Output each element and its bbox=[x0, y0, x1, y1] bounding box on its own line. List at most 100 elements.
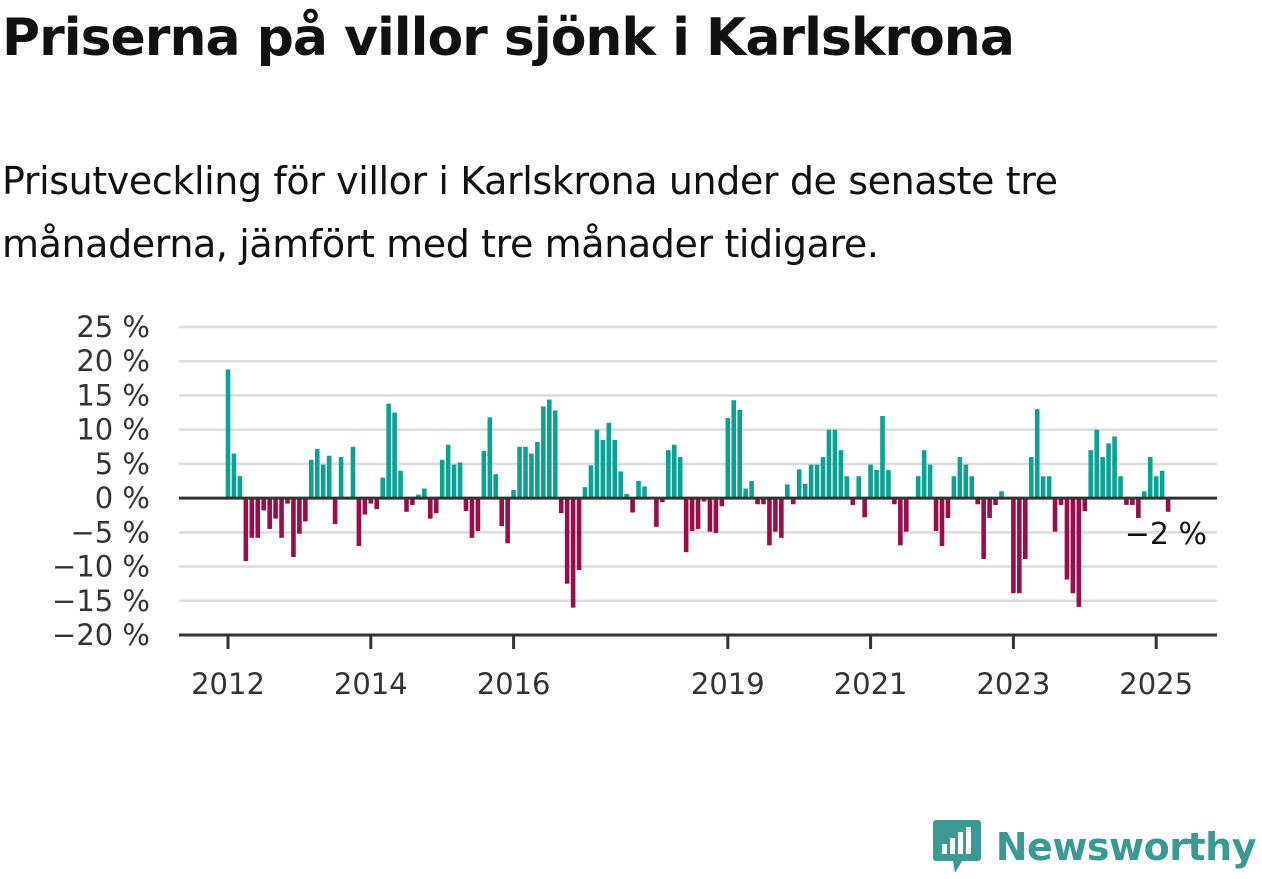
bar bbox=[231, 453, 237, 499]
bar bbox=[683, 498, 689, 553]
x-axis-tick-labels: 2012 2014 2016 2019 2021 2023 2025 bbox=[191, 635, 1193, 701]
bar bbox=[743, 488, 748, 499]
x-tick-label: 2019 bbox=[691, 667, 765, 701]
bar bbox=[630, 498, 635, 513]
bar bbox=[410, 498, 415, 505]
bar bbox=[552, 410, 558, 499]
bar bbox=[1088, 450, 1094, 499]
bar bbox=[1147, 457, 1153, 499]
bar bbox=[874, 470, 879, 499]
bar bbox=[1118, 476, 1123, 499]
y-axis-tick-labels: 25 %20 %15 %10 %5 %0 %−5 %−10 %−15 %−20 … bbox=[52, 310, 150, 652]
y-tick-label: 15 % bbox=[76, 378, 150, 412]
x-tick-label: 2023 bbox=[976, 667, 1050, 701]
bar bbox=[1106, 443, 1111, 499]
bar bbox=[790, 498, 796, 505]
bar bbox=[868, 464, 873, 499]
bar bbox=[314, 448, 320, 499]
bar bbox=[1064, 498, 1070, 580]
bar bbox=[695, 498, 701, 529]
brand-name: Newsworthy bbox=[995, 825, 1257, 869]
bar bbox=[785, 484, 790, 499]
y-tick-label: 5 % bbox=[95, 447, 150, 481]
bar bbox=[701, 498, 707, 502]
bar bbox=[719, 498, 725, 507]
bar bbox=[541, 406, 546, 499]
bar-chart: 25 %20 %15 %10 %5 %0 %−5 %−10 %−15 %−20 … bbox=[52, 310, 1217, 701]
bar bbox=[433, 498, 439, 514]
bar bbox=[404, 498, 409, 512]
bar bbox=[969, 476, 975, 499]
bar bbox=[320, 464, 326, 499]
bar bbox=[1011, 498, 1016, 594]
bar bbox=[666, 450, 671, 499]
bar bbox=[529, 453, 534, 499]
bar bbox=[939, 498, 945, 547]
bar bbox=[303, 498, 308, 522]
bar bbox=[267, 498, 272, 529]
bar bbox=[392, 412, 397, 499]
bar bbox=[1058, 498, 1064, 505]
bar bbox=[600, 439, 606, 499]
bar bbox=[993, 498, 998, 505]
bar bbox=[338, 457, 344, 499]
bar bbox=[285, 498, 290, 504]
bar bbox=[297, 498, 302, 534]
bar bbox=[820, 457, 826, 499]
bar bbox=[273, 498, 278, 519]
bar bbox=[356, 498, 362, 547]
bar bbox=[439, 459, 445, 499]
bar bbox=[362, 498, 368, 515]
bar bbox=[1153, 476, 1159, 499]
bar bbox=[725, 418, 731, 499]
bar bbox=[505, 498, 510, 544]
bar bbox=[618, 471, 623, 499]
bars bbox=[225, 369, 1171, 608]
bar bbox=[225, 369, 231, 499]
bar bbox=[386, 403, 391, 499]
bar bbox=[856, 476, 861, 499]
y-tick-label: −5 % bbox=[70, 515, 150, 549]
bar bbox=[350, 446, 356, 499]
bar bbox=[779, 498, 784, 538]
bar bbox=[606, 422, 612, 499]
bar bbox=[332, 498, 338, 525]
x-tick-label: 2014 bbox=[334, 667, 408, 701]
bar bbox=[850, 498, 856, 505]
bar bbox=[570, 498, 576, 608]
bar bbox=[487, 417, 493, 499]
bar bbox=[558, 498, 564, 514]
bar bbox=[416, 494, 421, 499]
y-tick-label: 0 % bbox=[95, 481, 150, 515]
x-tick-label: 2021 bbox=[834, 667, 908, 701]
bar bbox=[963, 464, 969, 499]
value-labels: −2 % bbox=[1125, 517, 1207, 552]
bar bbox=[838, 450, 844, 499]
bar bbox=[671, 444, 677, 499]
bar bbox=[463, 498, 469, 512]
bar bbox=[737, 409, 742, 499]
bar bbox=[773, 498, 778, 532]
bar bbox=[1159, 470, 1165, 499]
bar bbox=[1040, 476, 1046, 499]
bar bbox=[1112, 436, 1117, 499]
bar bbox=[957, 457, 963, 499]
bar bbox=[749, 481, 754, 499]
bar bbox=[255, 498, 261, 538]
bar bbox=[576, 498, 582, 570]
bar bbox=[1082, 498, 1088, 512]
chart-title: Priserna på villor sjönk i Karlskrona bbox=[2, 8, 1015, 68]
bar bbox=[814, 464, 820, 499]
bar bbox=[1046, 476, 1052, 499]
bar bbox=[368, 498, 374, 504]
bar bbox=[1094, 429, 1099, 499]
bar bbox=[1100, 457, 1105, 499]
newsworthy-brand: Newsworthy bbox=[932, 818, 1257, 876]
y-tick-label: 20 % bbox=[76, 344, 150, 378]
bar bbox=[927, 464, 933, 499]
bar bbox=[892, 498, 897, 505]
bar bbox=[380, 477, 385, 499]
bar bbox=[755, 498, 760, 505]
bar bbox=[731, 400, 737, 499]
bar bbox=[707, 498, 713, 532]
